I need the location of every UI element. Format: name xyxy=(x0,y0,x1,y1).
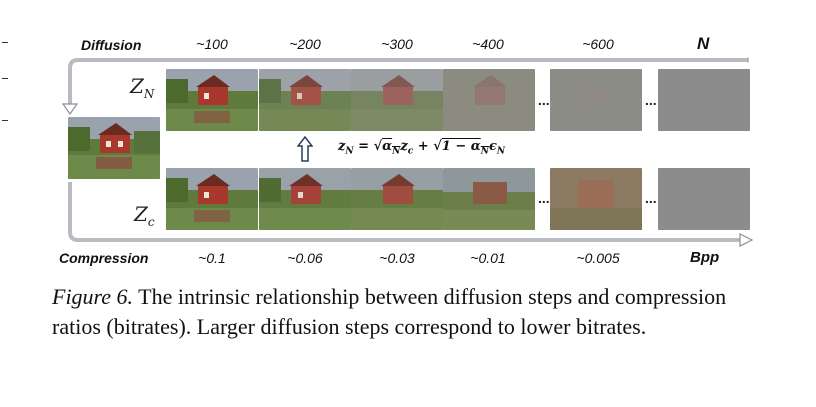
formula-equals: = xyxy=(353,139,374,154)
formula-alpha-1: α xyxy=(382,139,393,154)
formula-alpha-1-sub: N xyxy=(392,146,401,157)
ellipsis-top-1: ... xyxy=(538,92,550,108)
compression-label: Compression xyxy=(59,250,149,266)
noisy-thumb-4 xyxy=(443,69,535,131)
compressed-thumb-4 xyxy=(443,168,535,230)
diffusion-unit: N xyxy=(697,34,710,53)
bitrate-4: ~0.01 xyxy=(470,250,506,266)
caption-text: The intrinsic relationship between diffu… xyxy=(52,284,727,339)
latent-compressed-symbol: Z xyxy=(134,202,148,226)
diffusion-formula: zN = √αNzc + √1 − αNϵN xyxy=(338,139,548,161)
bitrate-3: ~0.03 xyxy=(379,250,415,266)
formula-lhs-sub: N xyxy=(345,146,354,157)
diffusion-step-3: ~300 xyxy=(381,36,413,52)
noisy-thumb-1 xyxy=(166,69,258,131)
compression-arrow xyxy=(68,182,740,242)
diffusion-step-4: ~400 xyxy=(472,36,504,52)
latent-compressed-label: Zc xyxy=(134,202,155,229)
formula-plus: + xyxy=(413,139,434,154)
bitrate-1: ~0.1 xyxy=(198,250,226,266)
compressed-thumb-2 xyxy=(259,168,351,230)
latent-noisy-symbol: Z xyxy=(130,74,144,98)
ellipsis-top-2: ... xyxy=(645,92,657,108)
formula-one-minus-alpha: 1 − α xyxy=(441,139,481,154)
noisy-thumb-2 xyxy=(259,69,351,131)
diffusion-step-2: ~200 xyxy=(289,36,321,52)
ellipsis-bottom-2: ... xyxy=(645,190,657,206)
latent-noisy-subscript: N xyxy=(143,87,155,101)
source-image xyxy=(68,117,160,179)
diffusion-arrow xyxy=(68,58,748,104)
formula-lhs: z xyxy=(338,139,346,154)
latent-compressed-subscript: c xyxy=(147,215,155,229)
formula-epsilon: ϵ xyxy=(488,139,497,154)
caption-label: Figure 6. xyxy=(52,284,134,309)
compressed-thumb-3 xyxy=(351,168,443,230)
bitrate-5: ~0.005 xyxy=(576,250,620,266)
formula-sqrt-2: √1 − αN xyxy=(433,139,489,157)
latent-noisy-label: ZN xyxy=(130,74,154,101)
compressed-thumb-5 xyxy=(550,168,642,230)
noisy-thumb-3 xyxy=(351,69,443,131)
formula-epsilon-sub: N xyxy=(496,146,506,157)
diffusion-step-1: ~100 xyxy=(196,36,228,52)
formula-alpha-2-sub: N xyxy=(480,146,489,157)
up-arrow-icon xyxy=(297,136,313,162)
diffusion-step-5: ~600 xyxy=(582,36,614,52)
flat-thumb xyxy=(658,168,750,230)
diffusion-arrowhead xyxy=(61,103,79,116)
bitrate-unit: Bpp xyxy=(690,249,720,266)
formula-sqrt-1: √αN xyxy=(373,139,401,157)
page-edge-marks xyxy=(0,40,14,130)
compressed-thumb-1 xyxy=(166,168,258,230)
formula-zc: z xyxy=(400,139,408,154)
flow-arrows xyxy=(61,57,754,247)
noisy-thumb-5 xyxy=(550,69,642,131)
ellipsis-bottom-1: ... xyxy=(538,190,550,206)
compression-arrowhead xyxy=(739,233,754,247)
diffusion-label: Diffusion xyxy=(81,37,142,53)
noise-thumb xyxy=(658,69,750,131)
bitrate-2: ~0.06 xyxy=(287,250,323,266)
figure-caption: Figure 6. The intrinsic relationship bet… xyxy=(52,282,772,342)
formula-zc-sub: c xyxy=(407,146,414,157)
